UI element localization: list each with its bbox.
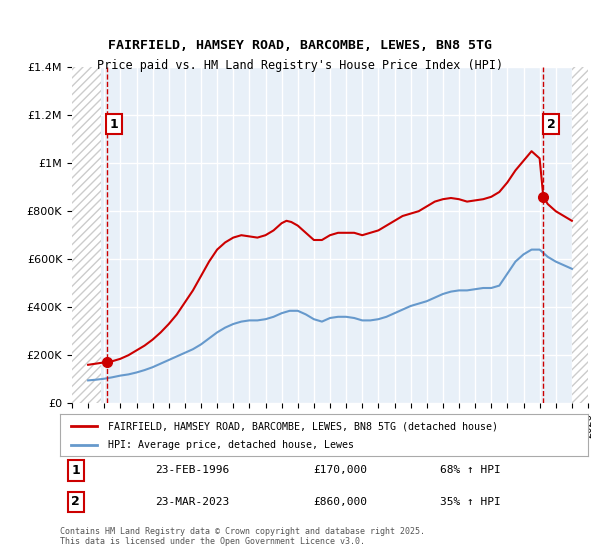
- Text: 35% ↑ HPI: 35% ↑ HPI: [440, 497, 501, 507]
- Text: £170,000: £170,000: [313, 465, 367, 475]
- Bar: [72, 67, 101, 403]
- Text: FAIRFIELD, HAMSEY ROAD, BARCOMBE, LEWES, BN8 5TG (detached house): FAIRFIELD, HAMSEY ROAD, BARCOMBE, LEWES,…: [107, 421, 497, 431]
- Text: 1: 1: [71, 464, 80, 477]
- Text: 68% ↑ HPI: 68% ↑ HPI: [440, 465, 501, 475]
- Text: £860,000: £860,000: [313, 497, 367, 507]
- Text: 23-MAR-2023: 23-MAR-2023: [155, 497, 229, 507]
- Text: HPI: Average price, detached house, Lewes: HPI: Average price, detached house, Lewe…: [107, 440, 353, 450]
- Text: Contains HM Land Registry data © Crown copyright and database right 2025.
This d: Contains HM Land Registry data © Crown c…: [60, 526, 425, 546]
- Bar: [572, 67, 588, 403]
- Text: 2: 2: [547, 118, 556, 130]
- Text: FAIRFIELD, HAMSEY ROAD, BARCOMBE, LEWES, BN8 5TG: FAIRFIELD, HAMSEY ROAD, BARCOMBE, LEWES,…: [108, 39, 492, 52]
- Text: 1: 1: [110, 118, 119, 130]
- Bar: [72, 67, 101, 403]
- Text: Price paid vs. HM Land Registry's House Price Index (HPI): Price paid vs. HM Land Registry's House …: [97, 59, 503, 72]
- Text: 23-FEB-1996: 23-FEB-1996: [155, 465, 229, 475]
- Text: 2: 2: [71, 496, 80, 508]
